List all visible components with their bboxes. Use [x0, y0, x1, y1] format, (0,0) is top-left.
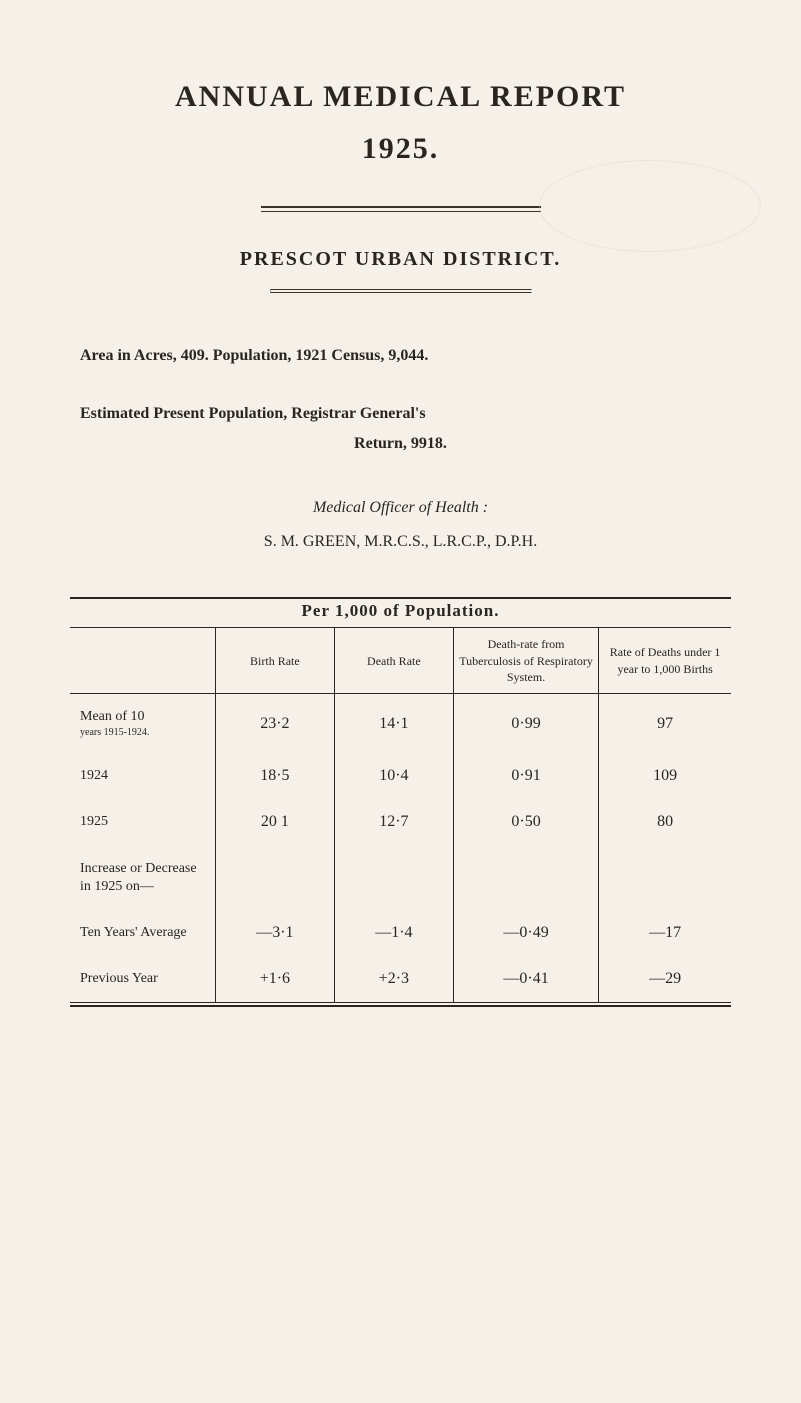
officer-name: S. M. GREEN, M.R.C.S., L.R.C.P., D.P.H.	[70, 533, 731, 551]
divider-district	[270, 289, 532, 293]
table-cell: 80	[599, 799, 731, 845]
table-cell: +2·3	[334, 956, 453, 1002]
table-cell: 10·4	[334, 753, 453, 799]
table-cell: 23·2	[215, 693, 334, 753]
row-label: 1924	[70, 753, 215, 799]
table-cell: —3·1	[215, 910, 334, 956]
table-row: Ten Years' Average—3·1—1·4—0·49—17	[70, 910, 731, 956]
medical-officer-heading: Medical Officer of Health :	[70, 499, 731, 517]
stamp-outline	[539, 160, 761, 252]
table-cell	[599, 846, 731, 910]
table-row: Previous Year+1·6+2·3—0·41—29	[70, 956, 731, 1002]
row-label: Mean of 10years 1915-1924.	[70, 693, 215, 753]
table-cell: 12·7	[334, 799, 453, 845]
table-cell: 0·99	[453, 693, 598, 753]
table-cell: +1·6	[215, 956, 334, 1002]
section-rule-1	[70, 597, 731, 599]
table-cell: 0·50	[453, 799, 598, 845]
col-header: Death Rate	[334, 628, 453, 693]
table-cell: —0·49	[453, 910, 598, 956]
table-cell: —1·4	[334, 910, 453, 956]
table-row: 192520 112·70·5080	[70, 799, 731, 845]
table-cell: —29	[599, 956, 731, 1002]
document-title: ANNUAL MEDICAL REPORT	[70, 80, 731, 114]
table-cell	[334, 846, 453, 910]
col-header: Birth Rate	[215, 628, 334, 693]
table-cell: 0·91	[453, 753, 598, 799]
estimated-population-line-2: Return, 9918.	[80, 429, 721, 459]
table-bottom-rule-thin	[70, 1002, 731, 1003]
estimated-population-line-1: Estimated Present Population, Registrar …	[80, 399, 721, 429]
table-row: Mean of 10years 1915-1924.23·214·10·9997	[70, 693, 731, 753]
table-cell: 97	[599, 693, 731, 753]
row-label: Previous Year	[70, 956, 215, 1002]
table-cell: 14·1	[334, 693, 453, 753]
table-cell: 18·5	[215, 753, 334, 799]
col-header	[70, 628, 215, 693]
table-cell	[215, 846, 334, 910]
col-header: Rate of Deaths under 1 year to 1,000 Bir…	[599, 628, 731, 693]
statistics-table: Birth Rate Death Rate Death-rate from Tu…	[70, 628, 731, 1002]
row-label: 1925	[70, 799, 215, 845]
row-label: Ten Years' Average	[70, 910, 215, 956]
divider-top	[261, 206, 541, 212]
table-bottom-rule	[70, 1005, 731, 1007]
area-population-line: Area in Acres, 409. Population, 1921 Cen…	[80, 343, 721, 369]
table-cell: 109	[599, 753, 731, 799]
table-row: 192418·510·40·91109	[70, 753, 731, 799]
row-label: Increase or Decrease in 1925 on—	[70, 846, 215, 910]
district-heading: PRESCOT URBAN DISTRICT.	[70, 248, 731, 271]
per-population-heading: Per 1,000 of Population.	[70, 601, 731, 621]
table-cell: 20 1	[215, 799, 334, 845]
table-cell	[453, 846, 598, 910]
table-header-row: Birth Rate Death Rate Death-rate from Tu…	[70, 628, 731, 693]
table-row: Increase or Decrease in 1925 on—	[70, 846, 731, 910]
table-cell: —0·41	[453, 956, 598, 1002]
col-header: Death-rate from Tuberculosis of Respirat…	[453, 628, 598, 693]
document-year: 1925.	[70, 132, 731, 166]
table-cell: —17	[599, 910, 731, 956]
